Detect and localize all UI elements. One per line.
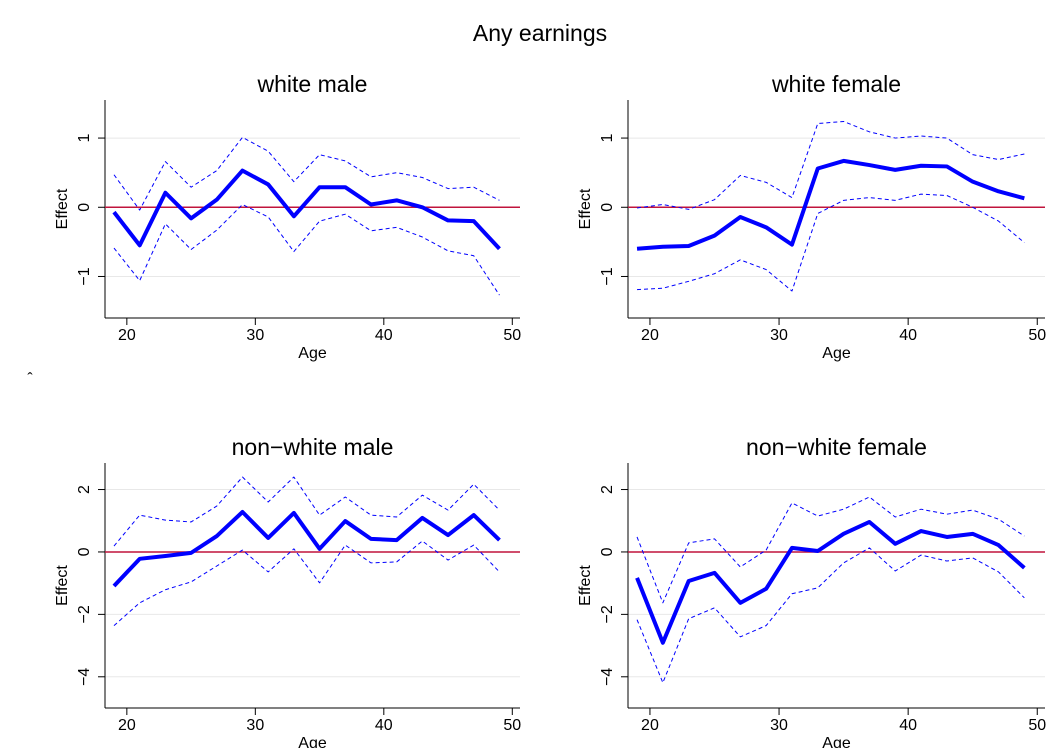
confidence-line bbox=[113, 136, 500, 211]
figure-title: Any earnings bbox=[473, 20, 607, 46]
y-tick-label: 0 bbox=[76, 547, 93, 556]
x-axis-label: Age bbox=[298, 735, 327, 748]
y-tick-label: −4 bbox=[76, 668, 93, 686]
y-tick-label: 0 bbox=[599, 203, 616, 212]
y-axis-label: Effect bbox=[577, 188, 594, 229]
y-tick-label: −2 bbox=[76, 605, 93, 623]
x-tick-label: 20 bbox=[641, 327, 659, 344]
y-axis-label: Effect bbox=[54, 565, 71, 606]
panel-title: white female bbox=[771, 71, 901, 97]
confidence-line bbox=[113, 476, 500, 547]
x-tick-label: 20 bbox=[118, 327, 136, 344]
confidence-line bbox=[113, 540, 500, 626]
y-tick-label: 1 bbox=[599, 134, 616, 143]
x-tick-label: 40 bbox=[899, 327, 917, 344]
confidence-line bbox=[113, 204, 500, 296]
y-tick-label: −1 bbox=[599, 267, 616, 285]
y-tick-label: 1 bbox=[76, 134, 93, 143]
y-axis-label: Effect bbox=[577, 565, 594, 606]
y-tick-label: −1 bbox=[76, 267, 93, 285]
x-tick-label: 40 bbox=[375, 327, 393, 344]
x-tick-label: 50 bbox=[1028, 717, 1046, 734]
confidence-line bbox=[636, 547, 1025, 684]
confidence-line bbox=[636, 120, 1025, 210]
stray-mark: ˆ bbox=[27, 371, 33, 388]
y-tick-label: 0 bbox=[76, 203, 93, 212]
x-tick-label: 30 bbox=[770, 327, 788, 344]
y-tick-label: −4 bbox=[599, 668, 616, 686]
x-axis-label: Age bbox=[822, 345, 851, 362]
estimate-line bbox=[112, 168, 501, 251]
x-axis-label: Age bbox=[822, 735, 851, 748]
confidence-line bbox=[637, 193, 1025, 292]
y-tick-label: 2 bbox=[599, 485, 616, 494]
x-tick-label: 40 bbox=[899, 717, 917, 734]
estimate-line bbox=[635, 519, 1026, 645]
estimate-line bbox=[112, 510, 501, 588]
y-tick-label: 0 bbox=[599, 547, 616, 556]
x-tick-label: 50 bbox=[503, 327, 521, 344]
y-tick-label: 2 bbox=[76, 485, 93, 494]
x-tick-label: 30 bbox=[246, 717, 264, 734]
x-tick-label: 20 bbox=[118, 717, 136, 734]
y-tick-label: −2 bbox=[599, 605, 616, 623]
x-axis-label: Age bbox=[298, 345, 327, 362]
confidence-line bbox=[636, 496, 1025, 604]
panel-title: non−white female bbox=[746, 434, 927, 460]
x-tick-label: 50 bbox=[1028, 327, 1046, 344]
panel-title: white male bbox=[257, 71, 368, 97]
x-tick-label: 30 bbox=[770, 717, 788, 734]
x-tick-label: 40 bbox=[375, 717, 393, 734]
x-tick-label: 50 bbox=[503, 717, 521, 734]
y-axis-label: Effect bbox=[54, 188, 71, 229]
estimate-line bbox=[636, 158, 1025, 251]
x-tick-label: 20 bbox=[641, 717, 659, 734]
x-tick-label: 30 bbox=[246, 327, 264, 344]
panel-title: non−white male bbox=[232, 434, 394, 460]
